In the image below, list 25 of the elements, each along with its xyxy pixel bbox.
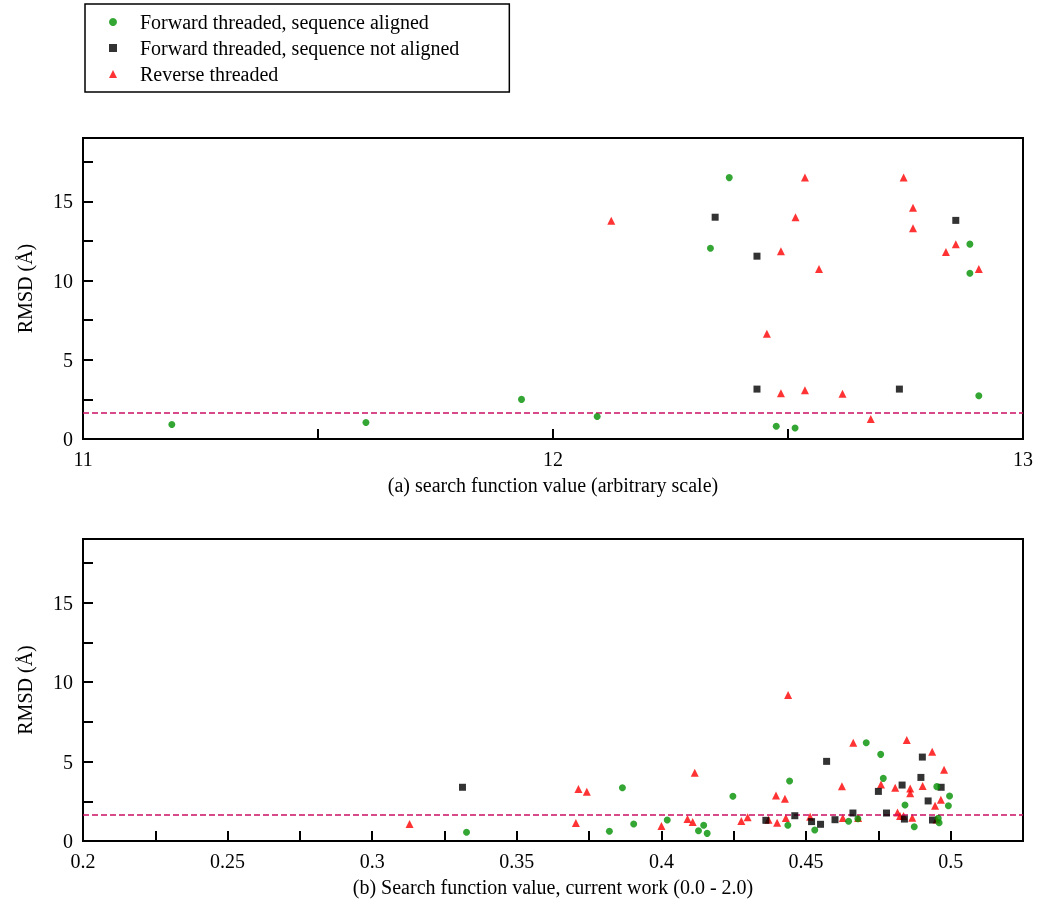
y-tick-label: 0 — [63, 428, 73, 450]
x-tick-label: 0.45 — [788, 850, 824, 872]
y-tick-label: 10 — [53, 671, 73, 694]
x-tick-label: 0.3 — [359, 850, 385, 872]
x-tick-label: 0.5 — [938, 850, 964, 872]
x-tick-label: 12 — [543, 448, 563, 470]
x-tick-label: 0.2 — [70, 850, 96, 872]
y-tick-label: 15 — [53, 190, 73, 213]
y-tick-label: 0 — [63, 830, 73, 852]
x-tick-label: 13 — [1013, 448, 1033, 470]
x-tick-label: 11 — [73, 448, 93, 470]
x-axis-title: (a) search function value (arbitrary scale) — [387, 474, 719, 497]
y-axis-title: RMSD (Å) — [14, 243, 37, 334]
x-tick-label: 0.4 — [648, 850, 674, 872]
y-axis-title: RMSD (Å) — [14, 645, 37, 735]
x-axis-title: (b) Search function value, current work (0.0 - 2.0) — [352, 876, 754, 899]
x-tick-label: 0.25 — [210, 850, 246, 872]
y-tick-label: 10 — [53, 269, 73, 292]
legend-label: Forward threaded, sequence not aligned — [140, 37, 460, 60]
legend-label: Reverse threaded — [140, 63, 279, 85]
legend-label: Forward threaded, sequence aligned — [140, 11, 429, 34]
y-tick-label: 5 — [63, 348, 73, 371]
y-tick-label: 15 — [53, 591, 73, 614]
x-tick-label: 0.35 — [499, 850, 535, 872]
y-tick-label: 5 — [63, 750, 73, 773]
